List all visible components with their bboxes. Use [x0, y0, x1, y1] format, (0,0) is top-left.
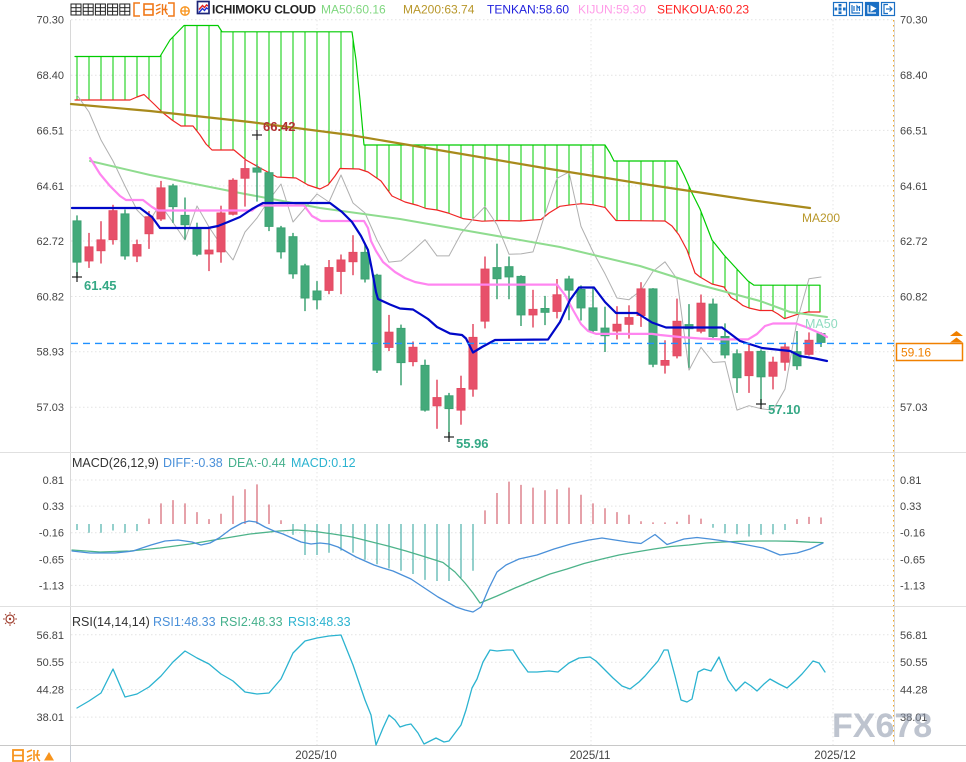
svg-text:-0.16: -0.16 — [39, 528, 64, 540]
svg-text:62.72: 62.72 — [36, 236, 64, 248]
svg-text:TENKAN:58.60: TENKAN:58.60 — [487, 3, 569, 17]
svg-text:-0.65: -0.65 — [39, 554, 64, 566]
svg-text:38.01: 38.01 — [36, 712, 64, 724]
svg-text:MA200:63.74: MA200:63.74 — [403, 3, 475, 17]
svg-text:56.81: 56.81 — [900, 630, 928, 642]
svg-text:-0.16: -0.16 — [900, 528, 925, 540]
svg-text:-0.65: -0.65 — [900, 554, 925, 566]
svg-text:56.81: 56.81 — [36, 630, 64, 642]
svg-text:58.93: 58.93 — [36, 347, 64, 359]
svg-text:62.72: 62.72 — [900, 236, 928, 248]
svg-text:50.55: 50.55 — [36, 657, 64, 669]
svg-text:66.51: 66.51 — [900, 125, 928, 137]
svg-text:68.40: 68.40 — [900, 70, 928, 82]
svg-text:DIFF:-0.38: DIFF:-0.38 — [163, 456, 223, 470]
svg-text:RSI3:48.33: RSI3:48.33 — [288, 615, 351, 629]
svg-text:66.42: 66.42 — [263, 119, 296, 134]
svg-text:RSI2:48.33: RSI2:48.33 — [220, 615, 283, 629]
svg-text:DEA:-0.44: DEA:-0.44 — [228, 456, 286, 470]
svg-text:68.40: 68.40 — [36, 70, 64, 82]
svg-text:66.51: 66.51 — [36, 125, 64, 137]
svg-text:57.03: 57.03 — [900, 402, 928, 414]
svg-text:0.81: 0.81 — [900, 475, 921, 487]
svg-text:55.96: 55.96 — [456, 436, 489, 451]
svg-text:RSI(14,14,14): RSI(14,14,14) — [72, 615, 150, 629]
svg-text:2025/12: 2025/12 — [814, 750, 856, 762]
svg-text:ICHIMOKU CLOUD: ICHIMOKU CLOUD — [212, 3, 316, 17]
svg-text:2025/11: 2025/11 — [570, 750, 611, 762]
svg-text:60.82: 60.82 — [36, 292, 64, 304]
svg-text:70.30: 70.30 — [36, 15, 64, 27]
svg-text:0.33: 0.33 — [43, 501, 64, 513]
svg-text:57.10: 57.10 — [768, 402, 801, 417]
svg-text:70.30: 70.30 — [900, 15, 928, 27]
svg-text:KIJUN:59.30: KIJUN:59.30 — [578, 3, 646, 17]
svg-text:64.61: 64.61 — [900, 181, 928, 193]
svg-text:FX678: FX678 — [832, 707, 932, 745]
svg-text:50.55: 50.55 — [900, 657, 928, 669]
svg-text:SENKOUA:60.23: SENKOUA:60.23 — [657, 3, 749, 17]
svg-text:MA50:60.16: MA50:60.16 — [321, 3, 386, 17]
svg-text:57.03: 57.03 — [36, 402, 64, 414]
svg-text:44.28: 44.28 — [900, 685, 928, 697]
svg-text:-1.13: -1.13 — [900, 580, 925, 592]
svg-text:44.28: 44.28 — [36, 685, 64, 697]
svg-text:-1.13: -1.13 — [39, 580, 64, 592]
svg-text:0.81: 0.81 — [43, 475, 64, 487]
svg-text:59.16: 59.16 — [901, 346, 931, 360]
svg-text:60.82: 60.82 — [900, 292, 928, 304]
svg-text:MA200: MA200 — [802, 211, 840, 225]
svg-text:MACD(26,12,9): MACD(26,12,9) — [72, 456, 159, 470]
svg-text:38.01: 38.01 — [900, 712, 928, 724]
svg-text:RSI1:48.33: RSI1:48.33 — [153, 615, 216, 629]
svg-text:64.61: 64.61 — [36, 181, 64, 193]
svg-text:0.33: 0.33 — [900, 501, 921, 513]
svg-text:MA50: MA50 — [805, 317, 838, 331]
svg-text:2025/10: 2025/10 — [295, 750, 337, 762]
svg-text:MACD:0.12: MACD:0.12 — [291, 456, 356, 470]
svg-text:61.45: 61.45 — [84, 278, 117, 293]
